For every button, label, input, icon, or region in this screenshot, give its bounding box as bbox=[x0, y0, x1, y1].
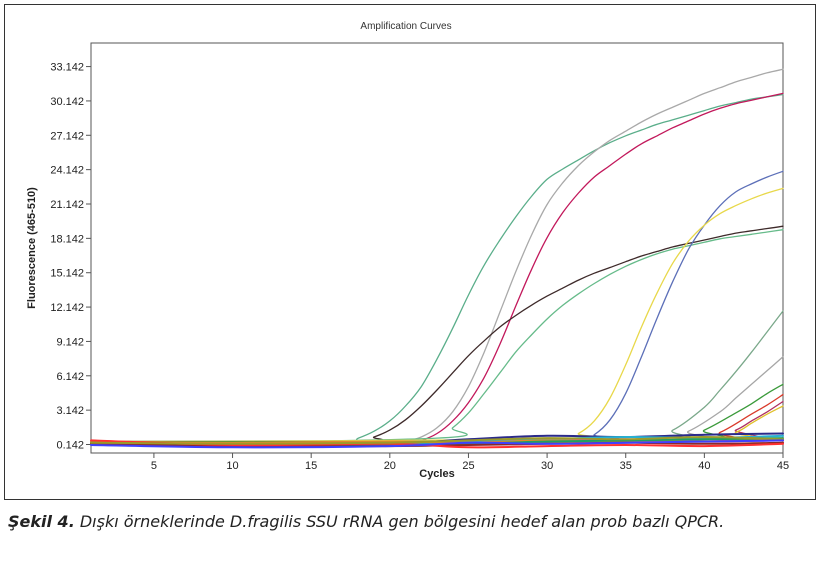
y-tick-label: 27.142 bbox=[50, 130, 84, 142]
x-tick-label: 5 bbox=[151, 460, 157, 472]
figure-frame: Amplification Curves 0.142 3.142 6.142 9.14… bbox=[4, 4, 816, 500]
x-axis-ticks: 5 10 15 20 25 30 35 40 45 bbox=[151, 453, 789, 472]
x-tick-label: 30 bbox=[541, 460, 553, 472]
y-tick-label: 24.142 bbox=[50, 165, 84, 177]
x-tick-label: 35 bbox=[620, 460, 632, 472]
y-tick-label: 33.142 bbox=[50, 62, 84, 74]
y-tick-label: 0.142 bbox=[56, 440, 84, 452]
x-tick-label: 40 bbox=[698, 460, 710, 472]
caption-text: Dışkı örneklerinde D.fragilis SSU rRNA g… bbox=[79, 512, 725, 531]
amplification-curve bbox=[90, 68, 784, 446]
y-axis-title: Fluorescence (465-510) bbox=[26, 187, 38, 309]
y-tick-label: 30.142 bbox=[50, 96, 84, 108]
amplification-curve bbox=[90, 436, 784, 445]
x-tick-label: 10 bbox=[226, 460, 238, 472]
amplification-curve bbox=[90, 439, 784, 449]
amplification-curve bbox=[90, 225, 784, 446]
y-tick-label: 15.142 bbox=[50, 268, 84, 280]
series-layer bbox=[90, 68, 784, 449]
x-tick-label: 25 bbox=[462, 460, 474, 472]
amplification-curve bbox=[90, 93, 784, 446]
x-tick-label: 15 bbox=[305, 460, 317, 472]
x-tick-label: 20 bbox=[384, 460, 396, 472]
amplification-curve bbox=[90, 439, 784, 449]
x-axis-title: Cycles bbox=[419, 468, 454, 480]
figure-caption: Şekil 4. Dışkı örneklerinde D.fragilis S… bbox=[8, 510, 814, 534]
y-tick-label: 9.142 bbox=[56, 336, 84, 348]
x-tick-label: 45 bbox=[777, 460, 789, 472]
y-tick-label: 18.142 bbox=[50, 233, 84, 245]
y-tick-label: 3.142 bbox=[56, 405, 84, 417]
chart-title: Amplification Curves bbox=[360, 21, 451, 32]
caption-label: Şekil 4. bbox=[8, 512, 75, 531]
amplification-curve bbox=[90, 441, 784, 448]
amplification-curve bbox=[90, 92, 784, 446]
y-tick-label: 6.142 bbox=[56, 371, 84, 383]
y-tick-label: 12.142 bbox=[50, 302, 84, 314]
y-tick-label: 21.142 bbox=[50, 199, 84, 211]
amplification-chart: Amplification Curves 0.142 3.142 6.142 9.14… bbox=[5, 5, 815, 499]
amplification-curve bbox=[90, 229, 784, 446]
y-axis-ticks: 0.142 3.142 6.142 9.142 12.142 15.142 18.142 21… bbox=[50, 62, 91, 452]
